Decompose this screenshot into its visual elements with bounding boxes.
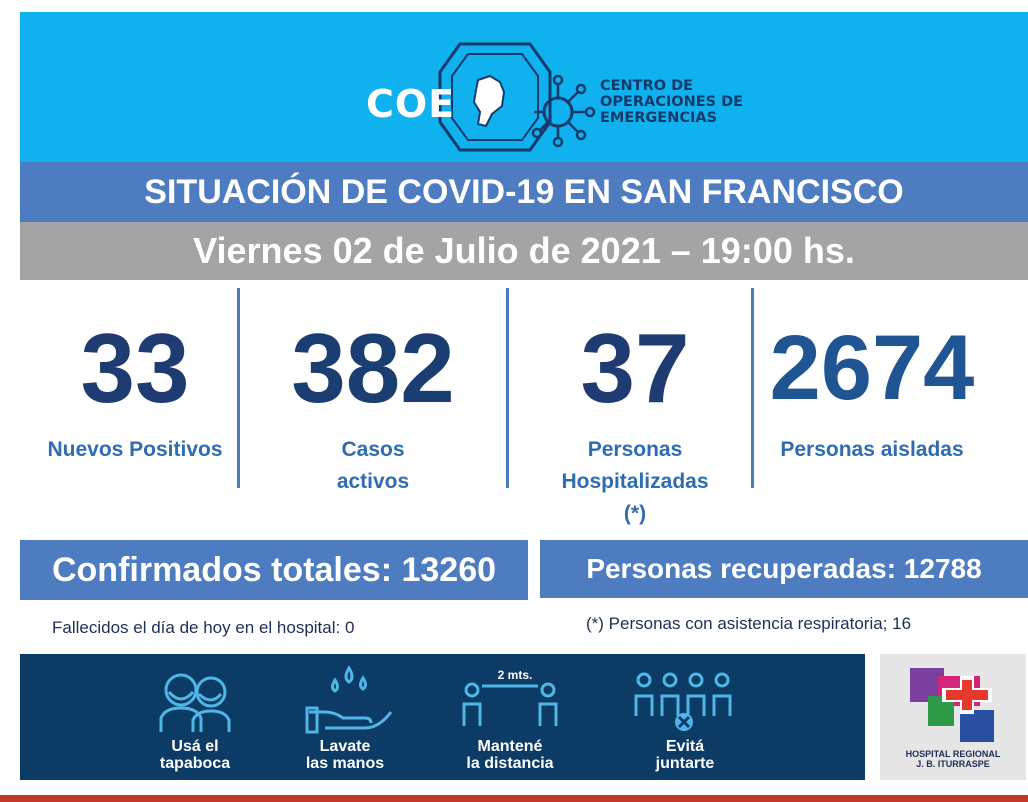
stat-value: 2674 xyxy=(769,317,975,419)
distance-label: 2 mts. xyxy=(497,668,533,682)
center-name-line2: OPERACIONES DE xyxy=(600,94,744,110)
center-name-line3: EMERGENCIAS xyxy=(600,110,718,126)
stat-label: Personas aisladas xyxy=(780,438,964,461)
tip-label-line1: Evitá xyxy=(665,738,705,755)
coe-emblem-icon xyxy=(438,42,596,152)
prevention-footer: Usá el tapaboca Lavate las manos xyxy=(20,654,865,780)
stat-hospitalized: 37 Personas Hospitalizadas (*) xyxy=(520,318,750,530)
stat-value: 382 xyxy=(291,313,455,423)
confirmed-total: Confirmados totales: 13260 xyxy=(51,551,497,589)
stat-label-line3: (*) xyxy=(623,502,647,525)
bottom-rule xyxy=(0,795,1028,802)
stat-label: Personas Hospitalizadas (*) xyxy=(520,434,750,530)
tip-mask: Usá el tapaboca xyxy=(120,654,270,780)
deaths-note: Fallecidos el día de hoy en el hospital:… xyxy=(52,618,355,637)
tip-wash-hands: Lavate las manos xyxy=(270,654,420,780)
tip-label-line2: las manos xyxy=(305,755,385,772)
center-name-line1: CENTRO DE xyxy=(600,78,694,94)
respiratory-note: (*) Personas con asistencia respiratoria… xyxy=(586,614,912,633)
stat-label-line2: Hospitalizadas xyxy=(561,470,709,493)
report-date: Viernes 02 de Julio de 2021 – 19:00 hs. xyxy=(20,222,1028,280)
stat-label: Nuevos Positivos xyxy=(47,438,223,461)
coe-logo-text: COE xyxy=(366,82,456,126)
hand-wash-icon xyxy=(305,665,393,734)
hospital-name: HOSPITAL REGIONAL J. B. ITURRASPE xyxy=(880,749,1026,769)
tip-label: Mantené la distancia xyxy=(435,738,585,772)
stat-active-cases: 382 Casos activos xyxy=(258,318,488,498)
stat-label-line2: activos xyxy=(336,470,410,493)
recovered-total: Personas recuperadas: 12788 xyxy=(586,553,982,584)
tip-avoid-gatherings: Evitá juntarte xyxy=(610,654,760,780)
stat-label: Casos activos xyxy=(258,434,488,498)
mask-icon xyxy=(159,673,231,732)
hospital-name-line1: HOSPITAL REGIONAL xyxy=(905,749,1001,759)
tip-label-line1: Usá el xyxy=(171,738,219,755)
confirmed-total-box: Confirmados totales: 13260 xyxy=(20,540,528,600)
stat-new-positives: 33 Nuevos Positivos xyxy=(30,318,240,466)
recovered-total-box: Personas recuperadas: 12788 xyxy=(540,540,1028,598)
coe-logo: COE CENTRO DE OPERACIONES DE EMERGENCIAS xyxy=(350,42,790,152)
report-title: SITUACIÓN DE COVID-19 EN SAN FRANCISCO xyxy=(20,162,1028,222)
divider xyxy=(751,288,754,488)
center-name: CENTRO DE OPERACIONES DE EMERGENCIAS xyxy=(600,78,743,126)
tip-label-line1: Mantené xyxy=(477,738,543,755)
stat-isolated: 2674 Personas aisladas xyxy=(762,318,982,466)
tip-label: Lavate las manos xyxy=(270,738,420,772)
stat-value: 37 xyxy=(580,313,690,423)
divider xyxy=(237,288,240,488)
hospital-logo: HOSPITAL REGIONAL J. B. ITURRASPE xyxy=(880,654,1026,780)
hospital-cross-icon xyxy=(910,668,994,742)
divider xyxy=(506,288,509,488)
stat-value: 33 xyxy=(80,313,190,423)
tip-label: Usá el tapaboca xyxy=(120,738,270,772)
tip-label-line2: tapaboca xyxy=(159,755,231,772)
stat-label-line1: Casos xyxy=(341,438,405,461)
hospital-name-line2: J. B. ITURRASPE xyxy=(916,759,990,769)
tip-distance: 2 mts. Mantené la distancia xyxy=(435,654,585,780)
crowd-icon xyxy=(634,672,732,731)
tip-label-line2: la distancia xyxy=(466,755,554,772)
header-banner: COE CENTRO DE OPERACIONES DE EMERGENCIAS xyxy=(20,12,1028,162)
stat-label-line1: Personas xyxy=(587,438,683,461)
distance-icon xyxy=(462,682,558,726)
tip-label-line1: Lavate xyxy=(319,738,371,755)
tip-label-line2: juntarte xyxy=(655,755,715,772)
tip-label: Evitá juntarte xyxy=(610,738,760,772)
